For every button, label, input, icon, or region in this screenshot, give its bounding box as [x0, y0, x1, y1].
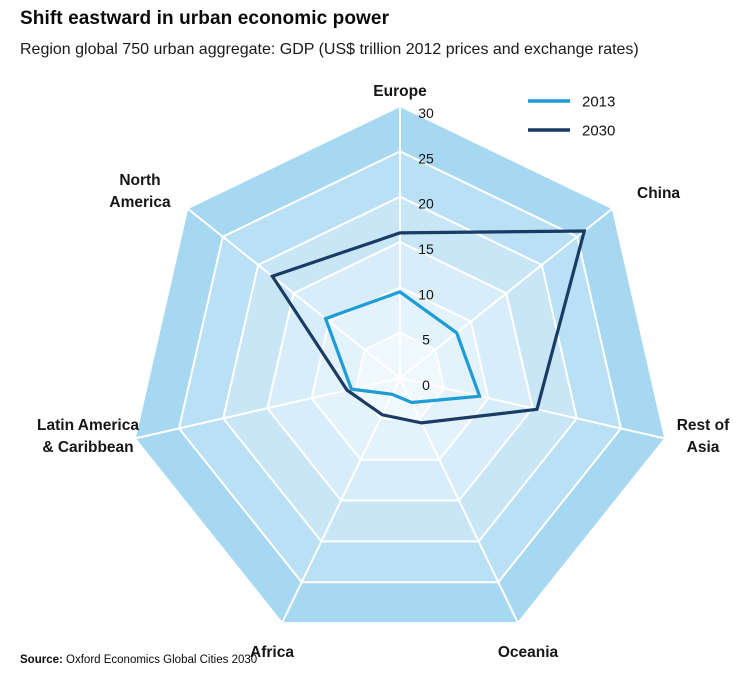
category-label-line: Oceania: [498, 644, 559, 661]
category-label-line: China: [637, 185, 680, 202]
radar-grid-ring: [133, 104, 667, 625]
source-label: Source:: [20, 654, 63, 666]
category-label: Africa: [250, 644, 294, 661]
legend-label-2013: 2013: [582, 94, 615, 111]
radial-tick-label: 30: [418, 105, 434, 121]
radial-tick-label: 20: [418, 196, 434, 212]
category-label-line: Asia: [687, 439, 720, 456]
source-text: Oxford Economics Global Cities 2030: [66, 654, 258, 666]
radial-tick-label: 25: [418, 150, 434, 166]
axis-spoke: [399, 377, 519, 624]
category-label-line: America: [109, 194, 171, 211]
category-label: China: [637, 185, 680, 202]
category-label: Latin America & Caribbean: [37, 417, 139, 456]
category-label: North America: [109, 172, 171, 211]
axis-spoke: [186, 207, 401, 379]
radial-tick-label: 5: [422, 332, 430, 348]
radar-grid-ring: [177, 150, 623, 584]
radial-tick-label: 15: [418, 241, 434, 257]
axis-spoke: [399, 207, 614, 379]
chart-subtitle: Region global 750 urban aggregate: GDP (…: [20, 41, 639, 58]
chart-title: Shift eastward in urban economic power: [20, 8, 390, 29]
category-label-line: Latin America: [37, 417, 139, 434]
category-label: Europe: [373, 83, 427, 100]
axis-spoke: [281, 377, 401, 624]
category-label-line: North: [119, 172, 160, 189]
radial-tick-label: 0: [422, 377, 430, 393]
radar-grid-ring: [266, 240, 534, 502]
radial-tick-label: 10: [418, 286, 434, 302]
category-label: Oceania: [498, 644, 559, 661]
source-line: Source: Oxford Economics Global Cities 2…: [20, 654, 257, 666]
radar-grid-ring: [310, 286, 490, 461]
category-label-line: Europe: [373, 83, 427, 100]
category-label-line: Africa: [250, 644, 294, 661]
legend-label-2030: 2030: [582, 123, 615, 140]
radar-grid-ring: [222, 195, 578, 543]
category-label-line: Rest of: [677, 417, 730, 434]
category-label-line: & Caribbean: [42, 439, 133, 456]
series-polygon-2030: [269, 229, 587, 425]
series-polygon-2013: [323, 290, 482, 405]
category-label: Rest of Asia: [677, 417, 730, 456]
